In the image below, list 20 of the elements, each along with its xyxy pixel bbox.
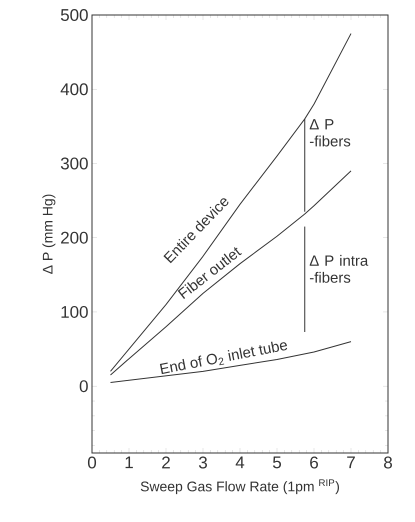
y-tick-label: 100 <box>62 306 88 318</box>
x-tick-label: 5 <box>272 456 281 468</box>
y-tick-label: 500 <box>60 9 88 21</box>
annotation: End of O$_{2}$ inlet tube <box>160 342 288 374</box>
y-tick-label: 200 <box>61 232 88 244</box>
y-tick-label: 400 <box>60 83 88 96</box>
x-tick-label: 2 <box>162 456 170 468</box>
y-axis-title: Δ P (mm Hg) <box>42 194 56 274</box>
x-tick-label: 3 <box>198 456 207 469</box>
x-tick-label: 6 <box>310 456 318 469</box>
x-tick-label: 1 <box>126 456 133 468</box>
annotation: Δ P -fibers <box>310 119 350 146</box>
y-tick-label: 300 <box>60 157 88 170</box>
y-tick-label: 0 <box>80 380 88 392</box>
annotation: Δ P intra -fibers <box>310 254 368 283</box>
x-tick-label: 8 <box>384 456 392 469</box>
x-tick-label: 4 <box>236 456 244 468</box>
x-axis-title: Sweep Gas Flow Rate (1pm $^{RIP}$) <box>140 479 339 494</box>
x-tick-label: 7 <box>347 456 355 468</box>
x-tick-label: 0 <box>88 456 96 469</box>
